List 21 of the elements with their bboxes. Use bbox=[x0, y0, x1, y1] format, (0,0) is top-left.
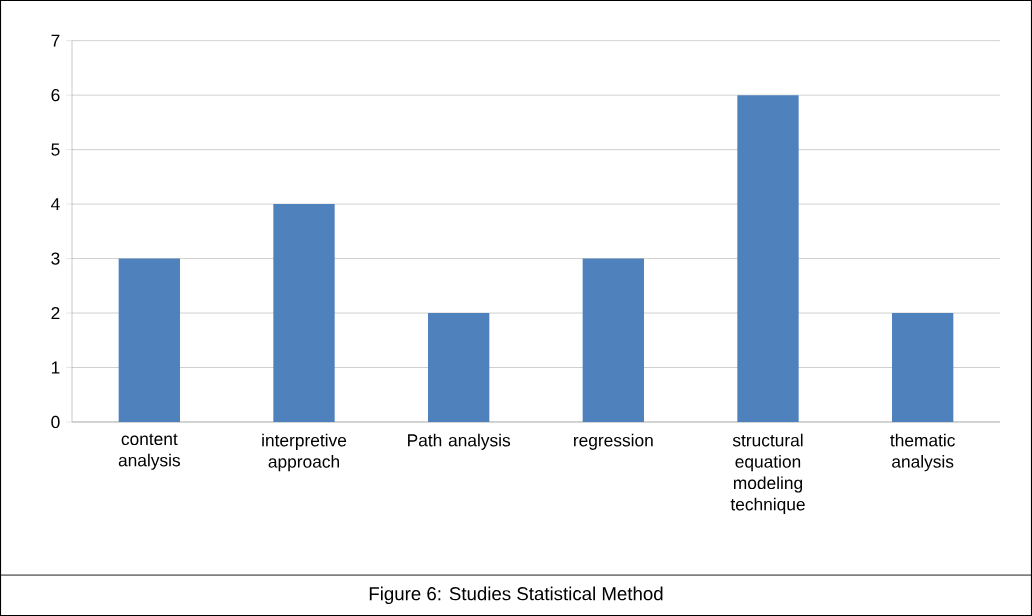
x-tick-label: content analysis bbox=[118, 433, 181, 470]
y-tick-label: 1 bbox=[51, 361, 60, 374]
bar bbox=[273, 204, 335, 422]
x-tick-label: Path analysis bbox=[408, 433, 511, 450]
y-tick-label: 2 bbox=[51, 306, 60, 320]
bar bbox=[118, 258, 181, 422]
y-tick-label: 6 bbox=[51, 88, 60, 102]
y-tick-label: 3 bbox=[51, 252, 60, 265]
y-tick-label: 4 bbox=[51, 198, 60, 211]
caption: Figure 6: Studies Statistical Method bbox=[369, 586, 663, 605]
bar bbox=[892, 313, 954, 422]
x-tick-label: regression bbox=[574, 433, 653, 450]
bar bbox=[737, 95, 799, 422]
x-tick-label: thematic analysis bbox=[890, 433, 955, 472]
bar bbox=[428, 313, 490, 422]
x-tick-label: interpretive approach bbox=[262, 433, 347, 472]
y-tick-label: 5 bbox=[51, 143, 60, 156]
y-tick-label: 0 bbox=[51, 415, 60, 429]
y-tick-label: 7 bbox=[51, 34, 60, 47]
bar bbox=[582, 258, 644, 422]
x-tick-label: structural equation modeling technique bbox=[730, 433, 805, 514]
